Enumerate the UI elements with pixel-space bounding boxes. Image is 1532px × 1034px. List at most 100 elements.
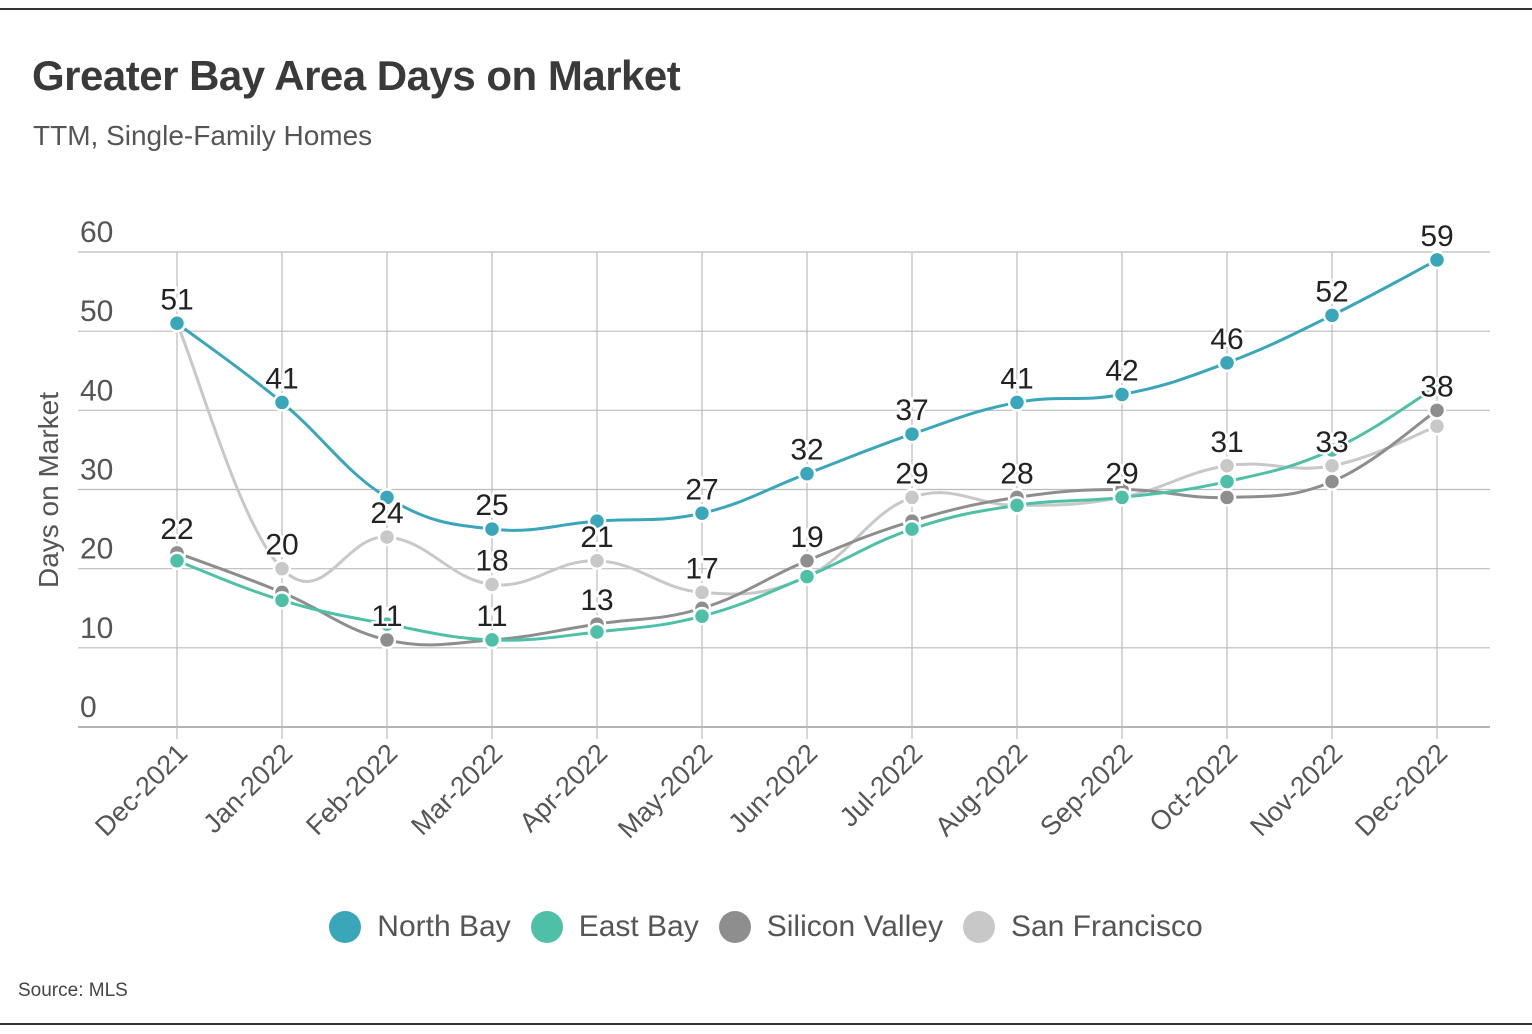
x-tick-label: Jun-2022 [722,738,823,839]
point-north-bay[interactable] [587,511,607,531]
y-tick-label: 10 [80,612,113,645]
y-axis-ticks: 0 10 20 30 40 50 60 [80,216,113,724]
x-tick-label: Sep-2022 [1034,738,1138,842]
point-east-bay[interactable] [797,567,817,586]
point-north-bay[interactable] [1217,353,1237,373]
data-label-north-bay: 32 [790,434,823,467]
point-east-bay[interactable] [587,622,607,642]
data-label-north-bay: 41 [1000,362,1033,395]
point-north-bay[interactable] [272,393,292,412]
x-tick-label: Jan-2022 [197,738,298,839]
point-north-bay[interactable] [692,504,712,523]
point-east-bay[interactable] [1007,496,1027,515]
legend-item-east-bay[interactable]: East Bay [530,910,699,944]
x-tick-label: Aug-2022 [929,738,1033,842]
legend-swatch-silicon-valley [718,911,751,943]
point-silicon-valley[interactable] [1427,401,1447,420]
top-rule [0,8,1532,10]
point-east-bay[interactable] [1112,488,1132,507]
point-east-bay[interactable] [1217,472,1237,491]
data-label-north-bay: 52 [1315,275,1348,308]
data-label-san-francisco: 17 [685,552,718,585]
point-north-bay[interactable] [482,519,502,539]
data-label-silicon-valley: 22 [160,513,193,546]
x-tick-label: Oct-2022 [1143,738,1243,838]
point-east-bay[interactable] [692,606,712,626]
point-san-francisco[interactable] [1427,416,1447,436]
point-east-bay[interactable] [482,630,502,650]
point-east-bay[interactable] [902,519,922,539]
x-axis-ticks: Dec-2021 Jan-2022 Feb-2022 Mar-2022 Apr-2022… [89,738,1453,844]
data-label-silicon-valley: 38 [1420,370,1453,403]
point-east-bay[interactable] [167,551,187,570]
data-label-san-francisco: 33 [1315,426,1348,459]
y-tick-label: 60 [80,216,113,249]
point-north-bay[interactable] [1427,250,1447,270]
legend-label-silicon-valley: Silicon Valley [766,910,943,943]
point-north-bay[interactable] [902,424,922,444]
data-label-silicon-valley: 13 [580,584,613,617]
data-label-san-francisco: 18 [475,545,508,578]
data-label-san-francisco: 24 [370,497,403,530]
point-north-bay[interactable] [377,488,397,507]
legend-item-silicon-valley[interactable]: Silicon Valley [718,910,943,944]
data-label-north-bay: 51 [160,283,193,316]
point-silicon-valley[interactable] [1217,488,1237,507]
data-label-san-francisco: 20 [265,529,298,562]
x-tick-label: Feb-2022 [300,738,403,841]
point-east-bay[interactable] [377,614,397,634]
point-east-bay[interactable] [1427,377,1447,396]
series-points [167,250,1447,650]
data-labels: 20 24 18 21 17 29 29 31 33 22 11 11 13 19 28 38 51 41 25 27… [158,217,1456,635]
y-tick-label: 20 [80,533,113,566]
chart-title: Greater Bay Area Days on Market [32,52,681,99]
point-north-bay[interactable] [1112,385,1132,404]
point-east-bay[interactable] [272,591,292,610]
x-tick-label: Mar-2022 [405,738,508,841]
point-silicon-valley[interactable] [797,551,817,570]
data-label-north-bay: 37 [895,394,928,427]
data-label-north-bay: 42 [1105,355,1138,388]
legend-item-north-bay[interactable]: North Bay [329,910,511,944]
data-label-silicon-valley: 11 [371,600,402,633]
x-tick-label: Jul-2022 [834,738,928,832]
data-label-silicon-valley: 19 [790,521,823,554]
legend-swatch-san-francisco [962,911,995,943]
legend: North Bay East Bay Silicon Valley San Fr… [0,910,1532,944]
line-chart: 0 10 20 30 40 50 60 Days on Market Dec-2021 Jan… [33,216,1490,844]
point-san-francisco[interactable] [482,575,502,594]
y-tick-label: 50 [80,295,113,328]
x-tick-label: Dec-2022 [1349,738,1453,842]
data-label-san-francisco: 31 [1210,426,1243,459]
point-east-bay[interactable] [1322,440,1342,460]
point-san-francisco[interactable] [1322,456,1342,475]
point-san-francisco[interactable] [377,527,397,547]
point-san-francisco[interactable] [272,559,292,578]
y-tick-label: 40 [80,374,113,407]
bottom-rule [0,1023,1532,1025]
point-silicon-valley[interactable] [377,630,397,650]
legend-swatch-north-bay [329,911,362,943]
data-label-san-francisco: 29 [1105,457,1138,490]
point-san-francisco[interactable] [902,488,922,507]
x-tick-label: Dec-2021 [89,738,193,842]
data-label-north-bay: 41 [265,362,298,395]
point-san-francisco[interactable] [587,551,607,570]
data-label-north-bay: 25 [475,489,508,522]
legend-item-san-francisco[interactable]: San Francisco [962,910,1203,944]
point-silicon-valley[interactable] [1322,472,1342,491]
point-san-francisco[interactable] [1217,456,1237,475]
point-north-bay[interactable] [1322,306,1342,325]
point-san-francisco[interactable] [692,583,712,602]
point-north-bay[interactable] [1007,393,1027,412]
legend-swatch-east-bay [530,911,563,943]
point-north-bay[interactable] [167,314,187,333]
data-label-north-bay: 46 [1210,323,1243,356]
y-axis-label: Days on Market [33,392,64,588]
chart-subtitle: TTM, Single-Family Homes [33,120,373,151]
x-tick-label: May-2022 [612,738,718,844]
legend-label-san-francisco: San Francisco [1010,910,1203,943]
point-north-bay[interactable] [797,464,817,483]
data-label-north-bay: 59 [1420,220,1453,253]
